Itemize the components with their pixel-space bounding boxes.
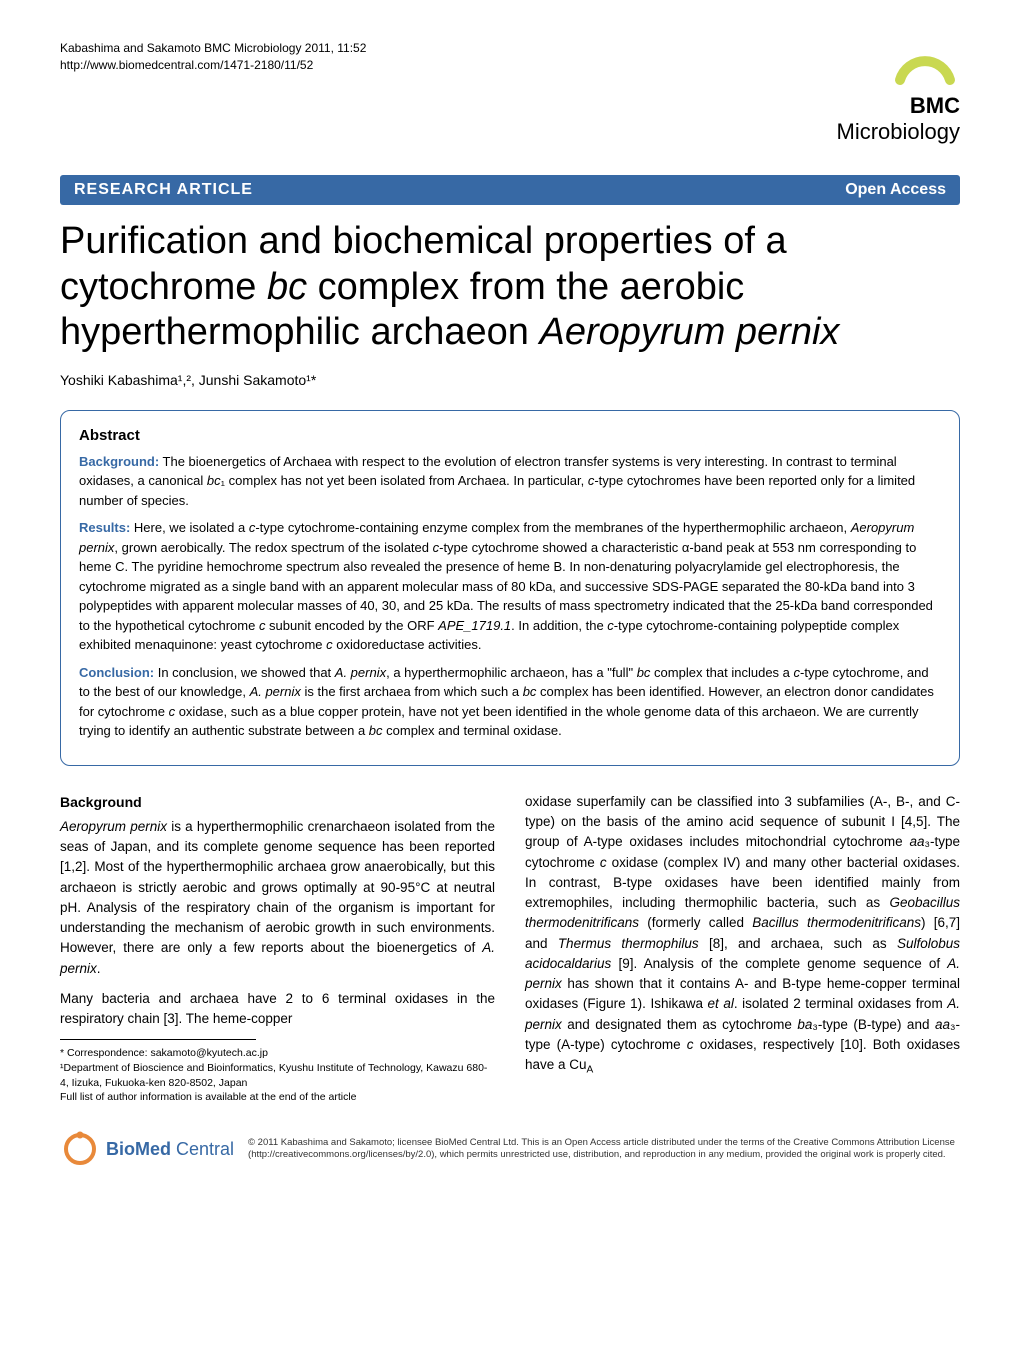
citation-line-1: Kabashima and Sakamoto BMC Microbiology … <box>60 40 366 57</box>
article-type-label: RESEARCH ARTICLE <box>74 181 253 199</box>
author-list: Yoshiki Kabashima¹,², Junshi Sakamoto¹* <box>60 372 960 388</box>
bmc-arc-icon <box>890 40 960 88</box>
background-heading: Background <box>60 792 495 813</box>
article-type-bar: RESEARCH ARTICLE Open Access <box>60 175 960 205</box>
logo-prefix: BMC <box>910 93 960 118</box>
abstract-box: Abstract Background: The bioenergetics o… <box>60 410 960 766</box>
abstract-section-label: Conclusion: <box>79 665 154 680</box>
bmc-thin: Central <box>171 1139 234 1159</box>
right-column-text: oxidase superfamily can be classified in… <box>525 792 960 1078</box>
journal-logo: BMC Microbiology <box>837 40 961 145</box>
body-columns: Background Aeropyrum pernix is a hyperth… <box>60 792 960 1105</box>
license-text: © 2011 Kabashima and Sakamoto; licensee … <box>248 1137 960 1162</box>
correspondence-email: * Correspondence: sakamoto@kyutech.ac.jp <box>60 1046 495 1061</box>
left-column: Background Aeropyrum pernix is a hyperth… <box>60 792 495 1105</box>
license-row: BioMed Central © 2011 Kabashima and Saka… <box>60 1129 960 1169</box>
abstract-heading: Abstract <box>79 427 941 444</box>
bmc-bold: BioMed <box>106 1139 171 1159</box>
abstract-section-label: Background: <box>79 454 159 469</box>
abstract-section-label: Results: <box>79 520 130 535</box>
journal-logo-text: BMC Microbiology <box>837 93 961 145</box>
biomed-ring-icon <box>60 1129 100 1169</box>
biomed-central-text: BioMed Central <box>106 1139 234 1160</box>
left-column-text: Aeropyrum pernix is a hyperthermophilic … <box>60 817 495 1030</box>
abstract-section: Results: Here, we isolated a c-type cyto… <box>79 518 941 655</box>
citation-block: Kabashima and Sakamoto BMC Microbiology … <box>60 40 366 74</box>
logo-journal: Microbiology <box>837 119 961 144</box>
biomed-central-logo: BioMed Central <box>60 1129 234 1169</box>
article-title: Purification and biochemical properties … <box>60 219 960 356</box>
correspondence-note: Full list of author information is avail… <box>60 1090 495 1105</box>
footnote-separator <box>60 1039 256 1040</box>
correspondence-affiliation: ¹Department of Bioscience and Bioinforma… <box>60 1061 495 1090</box>
abstract-section: Conclusion: In conclusion, we showed tha… <box>79 663 941 741</box>
open-access-label: Open Access <box>845 181 946 199</box>
page-header: Kabashima and Sakamoto BMC Microbiology … <box>60 40 960 145</box>
right-column: oxidase superfamily can be classified in… <box>525 792 960 1105</box>
correspondence-block: * Correspondence: sakamoto@kyutech.ac.jp… <box>60 1046 495 1105</box>
citation-url: http://www.biomedcentral.com/1471-2180/1… <box>60 57 366 74</box>
abstract-section: Background: The bioenergetics of Archaea… <box>79 452 941 511</box>
